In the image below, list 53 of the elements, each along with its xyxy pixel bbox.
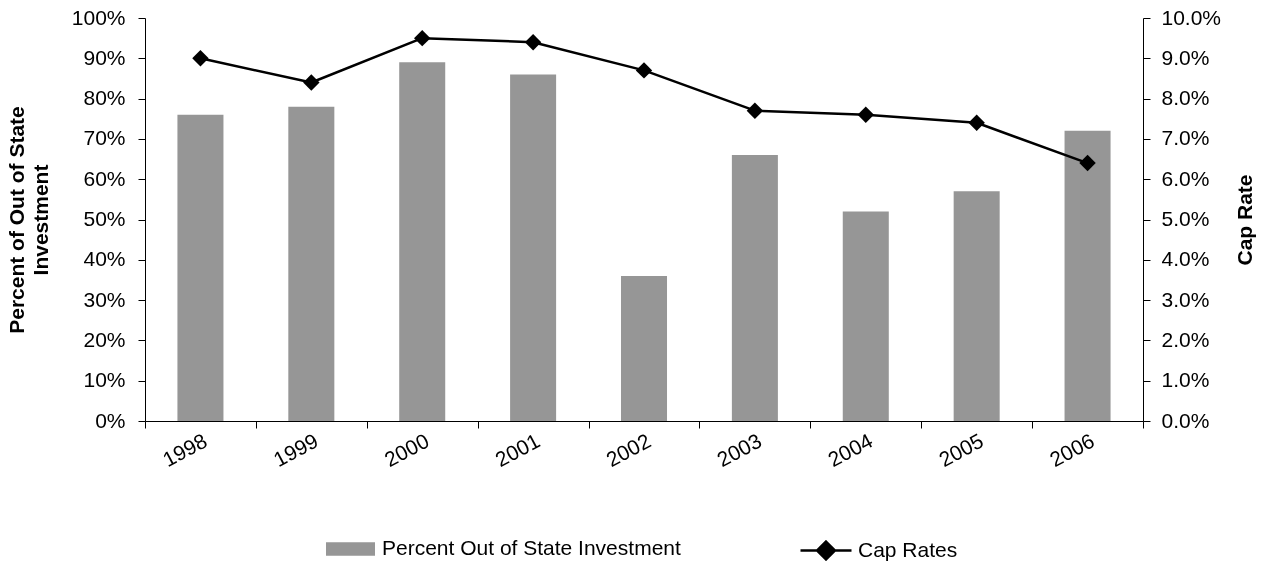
point [1079, 154, 1096, 172]
y2-tick-label: 6.0% [1161, 166, 1210, 190]
y-tick-label: 50% [83, 207, 126, 230]
y-tick-label: 90% [83, 45, 126, 69]
point [524, 33, 542, 51]
bar [1064, 130, 1111, 421]
y2-tick-label: 2.0% [1161, 327, 1210, 351]
bar [177, 114, 224, 421]
x-tick-label: 2004 [824, 428, 877, 471]
y-tick-label: 30% [83, 287, 126, 311]
y2-tick-label: 8.0% [1161, 86, 1210, 110]
y2-tick-label: 1.0% [1161, 368, 1210, 392]
bar [399, 62, 446, 421]
x-tick-label: 2005 [934, 428, 988, 471]
y-tick-label: 100% [71, 5, 126, 29]
y-tick-label: 0% [95, 408, 126, 432]
legend-label: Cap Rates [858, 537, 958, 561]
y2-tick-label: 3.0% [1161, 287, 1210, 311]
bar [953, 191, 1000, 421]
x-tick-label: 2006 [1045, 428, 1098, 471]
y-tick-label: 60% [83, 166, 126, 190]
y-tick-label: 70% [83, 126, 126, 150]
point [635, 62, 653, 79]
y-tick-label: 20% [83, 327, 126, 351]
x-tick-label: 1998 [158, 428, 211, 471]
y-tick-label: 80% [83, 86, 126, 110]
point [414, 29, 431, 47]
bar [731, 155, 778, 421]
bar [288, 106, 335, 421]
x-tick-label: 2001 [491, 428, 544, 471]
y2-tick-label: 5.0% [1161, 207, 1210, 230]
x-tick-label: 2000 [380, 428, 433, 471]
y-tick-label: 40% [83, 247, 126, 271]
y-tick-label: 10% [83, 368, 126, 392]
point [303, 74, 320, 91]
y2-tick-label: 7.0% [1161, 126, 1210, 150]
y2-axis-title: Cap Rate [1233, 174, 1257, 266]
legend-label: Percent Out of State Investment [382, 536, 681, 559]
y-axis-title: Percent of Out of State Investment [4, 106, 52, 334]
point [746, 102, 764, 119]
point [968, 114, 985, 131]
bar [842, 211, 889, 421]
y2-tick-label: 4.0% [1161, 247, 1210, 271]
y2-tick-label: 9.0% [1161, 45, 1210, 69]
point [192, 50, 209, 67]
bar [510, 74, 557, 421]
x-tick-label: 2002 [602, 428, 655, 471]
point [857, 106, 874, 123]
x-tick-label: 1999 [269, 428, 322, 471]
x-tick-label: 2003 [713, 428, 766, 471]
y2-tick-label: 0.0% [1161, 408, 1210, 432]
y2-tick-label: 10.0% [1161, 5, 1222, 29]
bar [620, 275, 668, 421]
